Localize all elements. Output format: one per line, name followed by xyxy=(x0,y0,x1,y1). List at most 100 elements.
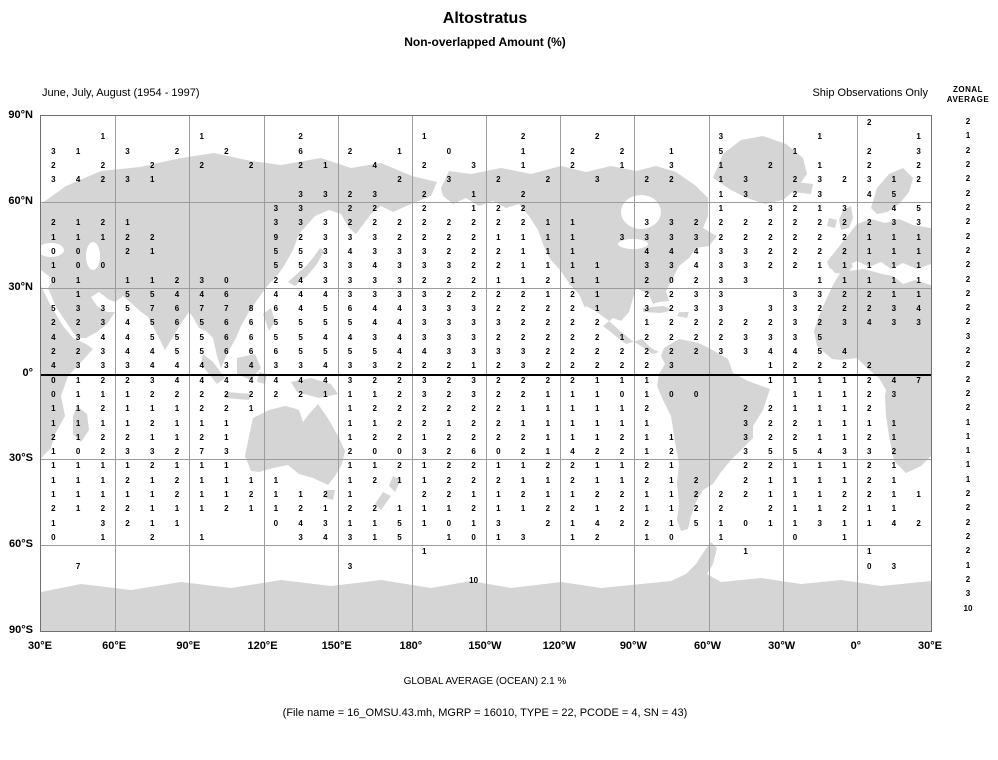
landmass-java xyxy=(225,392,251,400)
grid-value: 1 xyxy=(347,518,353,528)
grid-value: 2 xyxy=(693,490,699,500)
grid-value: 4 xyxy=(372,318,377,328)
grid-value: 3 xyxy=(496,518,501,528)
zonal-values: 2 1 2 2 2 2 2 2 2 2 2 2 2 2 2 3 2 2 2 2 2 1 1 1 1 1 2 2 2 2 2 1 2 3 10 xyxy=(942,115,994,632)
grid-value: 1 xyxy=(51,447,56,457)
equator-line xyxy=(41,373,931,376)
grid-value: 1 xyxy=(595,261,600,271)
grid-value: 1 xyxy=(817,432,822,442)
grid-value: 2 xyxy=(174,146,180,156)
grid-value: 1 xyxy=(644,533,649,542)
grid-value: 2 xyxy=(619,490,625,500)
grid-value: 2 xyxy=(471,232,476,242)
grid-value: 1 xyxy=(595,275,600,285)
grid-value: 1 xyxy=(421,518,427,528)
grid-value: 1 xyxy=(199,461,204,471)
grid-value: 1 xyxy=(842,418,847,428)
grid-value: 2 xyxy=(866,161,872,171)
grid-value: 1 xyxy=(421,132,427,142)
grid-value: 3 xyxy=(520,533,526,542)
grid-value: 1 xyxy=(669,432,674,442)
grid-value: 1 xyxy=(570,275,575,285)
grid-value: 2 xyxy=(570,475,575,485)
grid-value: 0 xyxy=(792,533,798,542)
grid-value: 1 xyxy=(669,504,674,514)
figure-title: Altostratus xyxy=(442,10,528,27)
landmass-europe xyxy=(827,219,931,269)
grid-value: 5 xyxy=(916,203,921,213)
grid-value: 2 xyxy=(842,304,847,314)
grid-value: 2 xyxy=(520,304,526,314)
grid-value: 1 xyxy=(496,490,501,500)
grid-value: 0 xyxy=(273,518,279,528)
grid-value: 1 xyxy=(792,404,798,414)
grid-value: 2 xyxy=(100,161,106,171)
grid-value: 2 xyxy=(421,361,427,371)
grid-value: 1 xyxy=(421,475,427,485)
lon-axis-label: 120°W xyxy=(542,640,576,652)
grid-value: 5 xyxy=(323,318,328,328)
grid-value: 2 xyxy=(471,432,476,442)
grid-value: 3 xyxy=(743,189,748,199)
grid-value: 2 xyxy=(693,504,699,514)
grid-value: 3 xyxy=(520,361,526,371)
grid-value: 3 xyxy=(669,161,674,171)
grid-value: 2 xyxy=(817,304,822,314)
grid-value: 1 xyxy=(891,246,897,256)
grid-value: 2 xyxy=(520,218,526,228)
grid-value: 3 xyxy=(323,246,328,256)
grid-value: 1 xyxy=(51,461,56,471)
grid-value: 2 xyxy=(669,304,674,314)
grid-value: 2 xyxy=(100,504,106,514)
zonal-average-value: 3 xyxy=(965,589,971,599)
grid-value: 5 xyxy=(347,318,353,328)
parallel-line xyxy=(41,201,931,203)
grid-value: 2 xyxy=(150,161,155,171)
grid-value: 2 xyxy=(520,389,526,399)
grid-value: 2 xyxy=(446,218,452,228)
grid-value: 4 xyxy=(150,347,155,357)
grid-value: 1 xyxy=(644,504,649,514)
grid-value: 3 xyxy=(421,389,427,399)
grid-value: 2 xyxy=(545,175,551,185)
grid-value: 6 xyxy=(224,332,229,342)
grid-value: 4 xyxy=(916,304,921,314)
grid-value: 2 xyxy=(496,418,501,428)
grid-value: 2 xyxy=(595,132,600,142)
lon-axis-label: 180° xyxy=(399,640,423,652)
grid-value: 1 xyxy=(891,475,897,485)
grid-value: 3 xyxy=(372,232,377,242)
grid-value: 1 xyxy=(199,475,204,485)
grid-value: 3 xyxy=(817,189,822,199)
grid-value: 1 xyxy=(224,432,229,442)
grid-value: 2 xyxy=(446,389,452,399)
grid-value: 2 xyxy=(619,518,625,528)
grid-value: 3 xyxy=(347,561,353,571)
grid-value: 1 xyxy=(199,490,204,500)
landmass-philippines xyxy=(263,308,275,331)
grid-value: 6 xyxy=(248,347,254,357)
grid-value: 1 xyxy=(51,490,56,500)
grid-value: 3 xyxy=(421,318,427,328)
grid-value: 2 xyxy=(693,318,699,328)
grid-value: 2 xyxy=(125,232,130,242)
grid-value: 3 xyxy=(51,146,56,156)
grid-value: 4 xyxy=(421,347,427,357)
grid-value: 3 xyxy=(792,289,798,299)
grid-value: 2 xyxy=(644,404,649,414)
grid-value: 1 xyxy=(100,418,106,428)
grid-value: 2 xyxy=(100,404,106,414)
grid-value: 1 xyxy=(75,389,81,399)
grid-value: 2 xyxy=(51,504,56,514)
grid-value: 2 xyxy=(743,318,748,328)
grid-value: 1 xyxy=(891,261,897,271)
grid-value: 3 xyxy=(421,261,427,271)
grid-value: 1 xyxy=(150,404,155,414)
grid-value: 3 xyxy=(669,218,674,228)
grid-value: 1 xyxy=(75,475,81,485)
grid-value: 2 xyxy=(644,518,649,528)
grid-value: 4 xyxy=(248,375,254,385)
grid-value: 3 xyxy=(446,175,452,185)
zonal-average-value: 2 xyxy=(965,489,971,499)
grid-value: 1 xyxy=(125,418,130,428)
